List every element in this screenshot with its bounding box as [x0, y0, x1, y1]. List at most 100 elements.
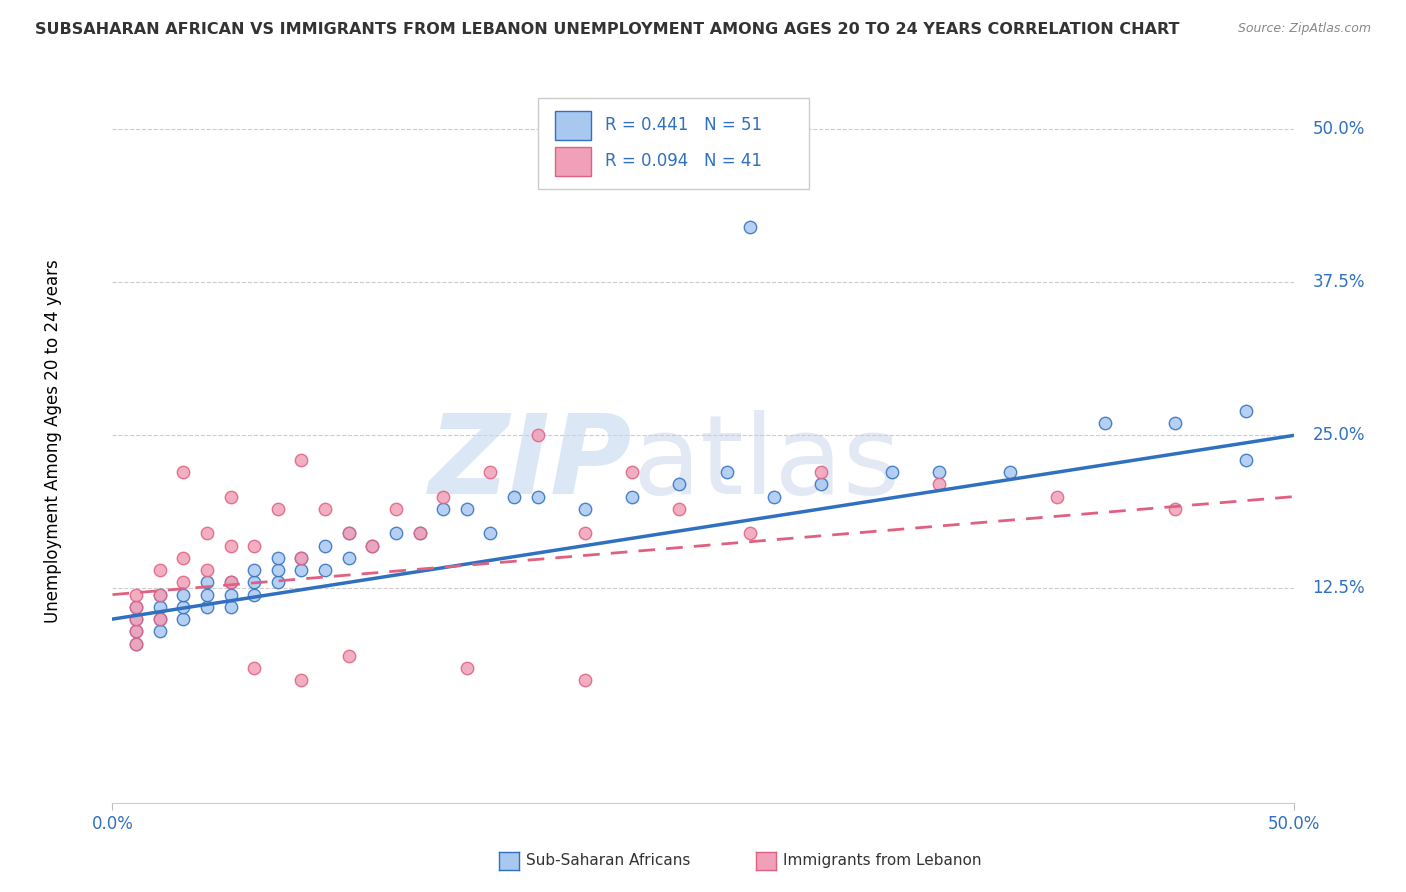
- Point: [125, 599, 148, 614]
- Point: [219, 599, 242, 614]
- Point: [810, 477, 832, 491]
- Point: [432, 502, 454, 516]
- Text: R = 0.094   N = 41: R = 0.094 N = 41: [605, 153, 762, 170]
- Point: [479, 465, 502, 479]
- Point: [810, 465, 832, 479]
- Point: [762, 490, 785, 504]
- Point: [1234, 453, 1257, 467]
- Point: [290, 550, 312, 565]
- Point: [149, 588, 172, 602]
- Point: [526, 490, 548, 504]
- Text: Immigrants from Lebanon: Immigrants from Lebanon: [783, 854, 981, 868]
- Point: [716, 465, 738, 479]
- Point: [290, 550, 312, 565]
- Point: [1046, 490, 1069, 504]
- Point: [314, 502, 336, 516]
- Point: [243, 539, 266, 553]
- FancyBboxPatch shape: [537, 98, 810, 189]
- Point: [337, 550, 360, 565]
- Point: [668, 502, 690, 516]
- FancyBboxPatch shape: [555, 111, 591, 139]
- Point: [243, 563, 266, 577]
- Point: [149, 612, 172, 626]
- Point: [574, 673, 596, 688]
- Point: [219, 490, 242, 504]
- Point: [172, 550, 194, 565]
- Point: [125, 637, 148, 651]
- Point: [456, 661, 478, 675]
- Point: [149, 588, 172, 602]
- Point: [928, 465, 950, 479]
- Point: [1094, 416, 1116, 430]
- Point: [337, 648, 360, 663]
- Point: [385, 526, 408, 541]
- Point: [219, 575, 242, 590]
- Text: 37.5%: 37.5%: [1312, 273, 1365, 292]
- Point: [267, 575, 290, 590]
- Point: [456, 502, 478, 516]
- Point: [243, 661, 266, 675]
- Point: [125, 599, 148, 614]
- FancyBboxPatch shape: [555, 147, 591, 176]
- Point: [125, 588, 148, 602]
- Point: [432, 490, 454, 504]
- Point: [125, 612, 148, 626]
- Text: Source: ZipAtlas.com: Source: ZipAtlas.com: [1237, 22, 1371, 36]
- Point: [290, 673, 312, 688]
- Point: [172, 599, 194, 614]
- Point: [195, 526, 218, 541]
- Point: [125, 624, 148, 639]
- Text: Unemployment Among Ages 20 to 24 years: Unemployment Among Ages 20 to 24 years: [45, 260, 62, 624]
- Point: [195, 575, 218, 590]
- Text: 25.0%: 25.0%: [1312, 426, 1365, 444]
- Point: [1164, 416, 1187, 430]
- Point: [149, 599, 172, 614]
- Text: Sub-Saharan Africans: Sub-Saharan Africans: [526, 854, 690, 868]
- Point: [479, 526, 502, 541]
- Point: [385, 502, 408, 516]
- Point: [503, 490, 526, 504]
- Point: [243, 588, 266, 602]
- Point: [172, 588, 194, 602]
- Point: [172, 612, 194, 626]
- Point: [195, 563, 218, 577]
- Point: [337, 526, 360, 541]
- Point: [1164, 502, 1187, 516]
- Text: atlas: atlas: [633, 409, 901, 516]
- Text: SUBSAHARAN AFRICAN VS IMMIGRANTS FROM LEBANON UNEMPLOYMENT AMONG AGES 20 TO 24 Y: SUBSAHARAN AFRICAN VS IMMIGRANTS FROM LE…: [35, 22, 1180, 37]
- Point: [195, 588, 218, 602]
- Text: 50.0%: 50.0%: [1312, 120, 1365, 138]
- Point: [621, 465, 644, 479]
- Text: R = 0.441   N = 51: R = 0.441 N = 51: [605, 116, 762, 134]
- Point: [290, 563, 312, 577]
- Point: [740, 526, 762, 541]
- Point: [195, 599, 218, 614]
- Point: [574, 526, 596, 541]
- Point: [408, 526, 430, 541]
- Point: [337, 526, 360, 541]
- Point: [1234, 404, 1257, 418]
- Point: [149, 612, 172, 626]
- Point: [290, 453, 312, 467]
- Point: [740, 220, 762, 235]
- Point: [267, 563, 290, 577]
- Point: [149, 563, 172, 577]
- Point: [998, 465, 1021, 479]
- Point: [267, 550, 290, 565]
- Point: [408, 526, 430, 541]
- Point: [125, 612, 148, 626]
- Point: [172, 575, 194, 590]
- Point: [149, 624, 172, 639]
- Point: [668, 477, 690, 491]
- Point: [172, 465, 194, 479]
- Point: [880, 465, 903, 479]
- Point: [219, 588, 242, 602]
- Point: [314, 539, 336, 553]
- Point: [361, 539, 384, 553]
- Point: [314, 563, 336, 577]
- Point: [621, 490, 644, 504]
- Point: [574, 502, 596, 516]
- Point: [125, 637, 148, 651]
- Point: [361, 539, 384, 553]
- Point: [928, 477, 950, 491]
